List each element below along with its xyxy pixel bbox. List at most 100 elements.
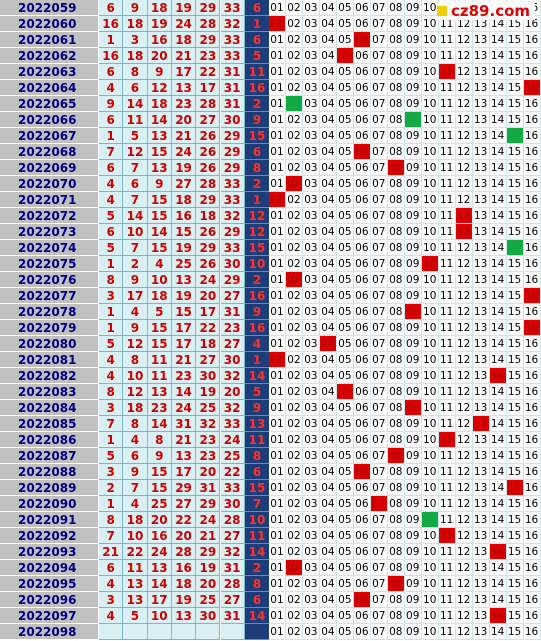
blue-distribution-cell: 15: [506, 576, 524, 592]
blue-distribution-cell: 07: [370, 288, 388, 304]
blue-hit-mark-green: 15: [506, 128, 524, 144]
blue-distribution-cell: 15: [506, 48, 524, 64]
blue-distribution-cell: 08: [387, 32, 405, 48]
blue-distribution-cell: 09: [404, 16, 422, 32]
blue-distribution-cell: 06: [353, 192, 371, 208]
red-ball-value: 16: [99, 48, 124, 64]
red-ball-value: 21: [171, 48, 197, 64]
blue-distribution-cell: 12: [455, 608, 473, 624]
blue-distribution-cell: 08: [387, 512, 405, 528]
issue-number: 2022093: [0, 544, 99, 560]
red-ball-value: 20: [220, 384, 245, 400]
blue-distribution-cell: 11: [438, 464, 456, 480]
blue-distribution-cell: 01: [269, 304, 286, 320]
blue-distribution-cell: 03: [302, 128, 320, 144]
blue-distribution-cell: 10: [421, 48, 439, 64]
blue-hit-mark: 07: [370, 496, 388, 512]
red-ball-value: 22: [196, 64, 221, 80]
blue-distribution-cell: 08: [387, 304, 405, 320]
red-ball-value: 19: [171, 240, 197, 256]
blue-distribution-cell: 07: [370, 592, 388, 608]
blue-distribution-cell: 10: [421, 368, 439, 384]
blue-distribution-cell: 04: [319, 192, 337, 208]
blue-distribution-cell: 14: [489, 96, 507, 112]
red-ball-value: 13: [147, 128, 172, 144]
blue-distribution-cell: 08: [387, 224, 405, 240]
red-ball-value: 10: [147, 272, 172, 288]
blue-distribution-cell: 12: [455, 416, 473, 432]
blue-distribution-cell: 06: [353, 112, 371, 128]
blue-distribution-cell: 15: [506, 336, 524, 352]
blue-distribution-cell: 10: [421, 80, 439, 96]
blue-hit-mark-green: 10: [421, 512, 439, 528]
blue-distribution-cell: 10: [421, 272, 439, 288]
blue-ball-value: 11: [245, 64, 269, 80]
blue-distribution-cell: 02: [285, 448, 303, 464]
blue-distribution-cell: 05: [336, 528, 354, 544]
blue-distribution-cell: 05: [336, 0, 354, 16]
blue-distribution-cell: 02: [285, 336, 303, 352]
blue-distribution-cell: 01: [269, 512, 286, 528]
issue-number: 2022080: [0, 336, 99, 352]
blue-distribution-cell: 13: [472, 256, 490, 272]
blue-distribution-cell: 12: [455, 496, 473, 512]
red-ball-value: 13: [123, 576, 148, 592]
red-ball-value: 33: [220, 416, 245, 432]
blue-distribution-cell: 12: [455, 144, 473, 160]
blue-distribution-cell: 08: [387, 560, 405, 576]
blue-distribution-cell: 06: [353, 448, 371, 464]
blue-distribution-cell: 12: [455, 80, 473, 96]
red-ball-value: 11: [123, 560, 148, 576]
blue-distribution-cell: 06: [353, 384, 371, 400]
red-ball-value: 6: [123, 448, 148, 464]
blue-distribution-cell: 05: [336, 432, 354, 448]
blue-distribution-cell: 02: [285, 0, 303, 16]
blue-distribution-cell: 11: [438, 448, 456, 464]
blue-distribution-cell: 10: [421, 0, 439, 16]
blue-distribution-cell: 02: [285, 512, 303, 528]
blue-hit-mark: 02: [285, 272, 303, 288]
blue-distribution-cell: 06: [353, 608, 371, 624]
issue-number: 2022062: [0, 48, 99, 64]
blue-distribution-cell: 07: [370, 32, 388, 48]
red-ball-value: 28: [220, 512, 245, 528]
blue-distribution-cell: 03: [302, 160, 320, 176]
red-ball-value: 28: [196, 96, 221, 112]
blue-distribution-cell: 07: [370, 320, 388, 336]
issue-number: 2022078: [0, 304, 99, 320]
blue-distribution-cell: 11: [438, 256, 456, 272]
blue-ball-value: 15: [245, 128, 269, 144]
red-ball-value: 27: [220, 592, 245, 608]
blue-distribution-cell: 08: [387, 480, 405, 496]
blue-distribution-cell: 01: [269, 240, 286, 256]
blue-distribution-cell: 07: [370, 224, 388, 240]
blue-distribution-cell: 13: [472, 224, 490, 240]
blue-ball-value: 5: [245, 48, 269, 64]
blue-distribution-cell: 04: [319, 16, 337, 32]
red-ball-value: 12: [123, 384, 148, 400]
blue-distribution-cell: 04: [319, 480, 337, 496]
blue-distribution-cell: 04: [319, 464, 337, 480]
blue-distribution-cell: 04: [319, 224, 337, 240]
red-ball-value: 31: [171, 416, 197, 432]
red-ball-value: 15: [171, 224, 197, 240]
red-ball-value: 32: [220, 16, 245, 32]
blue-hit-mark: 13: [472, 416, 490, 432]
blue-distribution-cell: 08: [387, 80, 405, 96]
blue-distribution-cell: 07: [370, 560, 388, 576]
blue-hit-mark: 02: [285, 176, 303, 192]
red-ball-value: 4: [123, 496, 148, 512]
blue-distribution-cell: 06: [353, 96, 371, 112]
issue-number: 2022067: [0, 128, 99, 144]
blue-distribution-cell: 07: [370, 416, 388, 432]
red-ball-value: 6: [99, 224, 124, 240]
red-ball-value: 20: [171, 112, 197, 128]
blue-distribution-cell: 12: [455, 352, 473, 368]
blue-distribution-cell: 13: [472, 176, 490, 192]
blue-distribution-cell: 16: [523, 512, 541, 528]
red-ball-value: 18: [147, 0, 172, 16]
blue-distribution-cell: 04: [319, 32, 337, 48]
site-logo[interactable]: cz89.com: [437, 2, 535, 20]
blue-distribution-cell: 02: [285, 112, 303, 128]
blue-distribution-cell: 10: [421, 608, 439, 624]
